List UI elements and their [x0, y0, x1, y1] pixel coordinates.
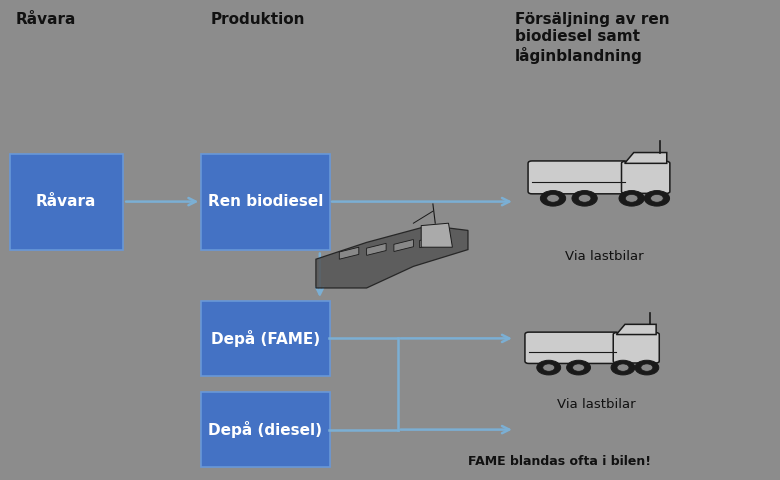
- Polygon shape: [421, 223, 452, 247]
- Text: Ren biodiesel: Ren biodiesel: [207, 194, 323, 209]
- FancyBboxPatch shape: [622, 161, 670, 193]
- Text: Depå (diesel): Depå (diesel): [208, 421, 322, 438]
- FancyBboxPatch shape: [201, 393, 329, 467]
- Circle shape: [543, 364, 555, 371]
- Circle shape: [566, 360, 590, 375]
- Circle shape: [619, 191, 644, 206]
- Circle shape: [644, 191, 669, 206]
- Circle shape: [626, 194, 638, 202]
- Text: Via lastbilar: Via lastbilar: [566, 250, 644, 263]
- Polygon shape: [616, 324, 656, 335]
- Circle shape: [651, 194, 663, 202]
- Circle shape: [547, 194, 559, 202]
- Polygon shape: [367, 243, 386, 255]
- Text: Råvara: Råvara: [16, 12, 76, 27]
- Circle shape: [578, 194, 591, 202]
- FancyBboxPatch shape: [201, 154, 329, 250]
- Text: Via lastbilar: Via lastbilar: [558, 398, 636, 411]
- Circle shape: [541, 191, 566, 206]
- Text: Produktion: Produktion: [211, 12, 305, 27]
- Circle shape: [573, 364, 584, 371]
- Text: Råvara: Råvara: [36, 194, 97, 209]
- Polygon shape: [420, 236, 439, 248]
- Polygon shape: [316, 226, 468, 288]
- FancyBboxPatch shape: [613, 333, 659, 363]
- Text: Depå (FAME): Depå (FAME): [211, 330, 320, 347]
- Polygon shape: [394, 240, 413, 252]
- FancyBboxPatch shape: [528, 161, 627, 194]
- FancyBboxPatch shape: [201, 301, 329, 375]
- Circle shape: [641, 364, 653, 371]
- FancyBboxPatch shape: [525, 332, 619, 363]
- Circle shape: [572, 191, 597, 206]
- Circle shape: [611, 360, 635, 375]
- Text: Försäljning av ren
biodiesel samt
låginblandning: Försäljning av ren biodiesel samt låginb…: [515, 12, 669, 64]
- FancyBboxPatch shape: [10, 154, 123, 250]
- Circle shape: [537, 360, 561, 375]
- Polygon shape: [339, 247, 359, 259]
- Circle shape: [617, 364, 629, 371]
- Text: FAME blandas ofta i bilen!: FAME blandas ofta i bilen!: [468, 455, 651, 468]
- Polygon shape: [625, 153, 667, 163]
- Circle shape: [635, 360, 659, 375]
